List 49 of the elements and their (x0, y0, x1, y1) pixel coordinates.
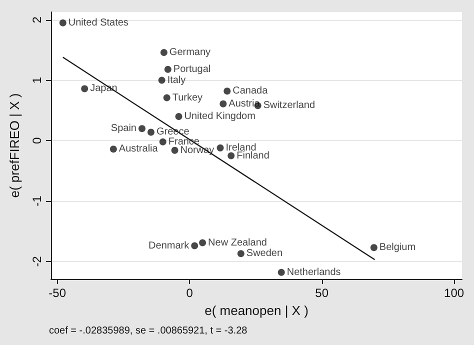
x-tick-label: 0 (186, 286, 194, 300)
data-label: Denmark (148, 240, 190, 252)
text: coef = -.02835989, se = .00865921, t = -3.28 (49, 326, 248, 336)
point (160, 48, 168, 56)
point (59, 19, 66, 26)
point (110, 146, 117, 153)
point (220, 100, 227, 108)
point (224, 88, 231, 95)
point (228, 152, 235, 160)
data-label: United Kingdom (184, 111, 256, 122)
data-label: Belgium (379, 242, 416, 254)
data-label: Canada (232, 86, 268, 97)
data-label: Portugal (173, 64, 211, 75)
x-tick-label: -50 (48, 286, 66, 300)
y-tick-label: -1 (30, 195, 44, 206)
point (237, 250, 244, 258)
data-label: Australia (118, 144, 158, 155)
point (278, 268, 285, 276)
point (164, 66, 172, 73)
y-tick-label: -2 (30, 256, 44, 267)
x-tick-label: 100 (444, 286, 464, 300)
data-label: Italy (167, 74, 186, 86)
data-label: United States (68, 17, 128, 28)
data-label: Spain (110, 123, 136, 134)
point (171, 146, 178, 154)
point (175, 113, 182, 120)
point (199, 239, 206, 246)
point (159, 138, 166, 146)
point (158, 76, 166, 84)
data-label: Switzerland (263, 100, 316, 112)
data-label: Turkey (172, 92, 203, 104)
point (191, 242, 198, 250)
data-label: Finland (236, 150, 270, 162)
point (81, 85, 88, 92)
data-label: Germany (169, 46, 211, 58)
point (147, 128, 154, 136)
y-tick-label: 0 (30, 137, 44, 144)
data-label: Sweden (246, 248, 283, 260)
y-tick-label: 2 (30, 16, 44, 24)
point (138, 125, 146, 132)
y-tick-label: 1 (30, 76, 44, 84)
point (163, 94, 170, 102)
point (370, 244, 378, 252)
y-axis-title: e( prefFIREO | X ) (7, 93, 22, 198)
x-axis-title: e( meanopen | X ) (204, 302, 308, 318)
data-label: New Zealand (208, 237, 267, 248)
data-label: Netherlands (286, 266, 341, 278)
x-tick-label: 50 (315, 286, 329, 300)
point (216, 144, 224, 152)
